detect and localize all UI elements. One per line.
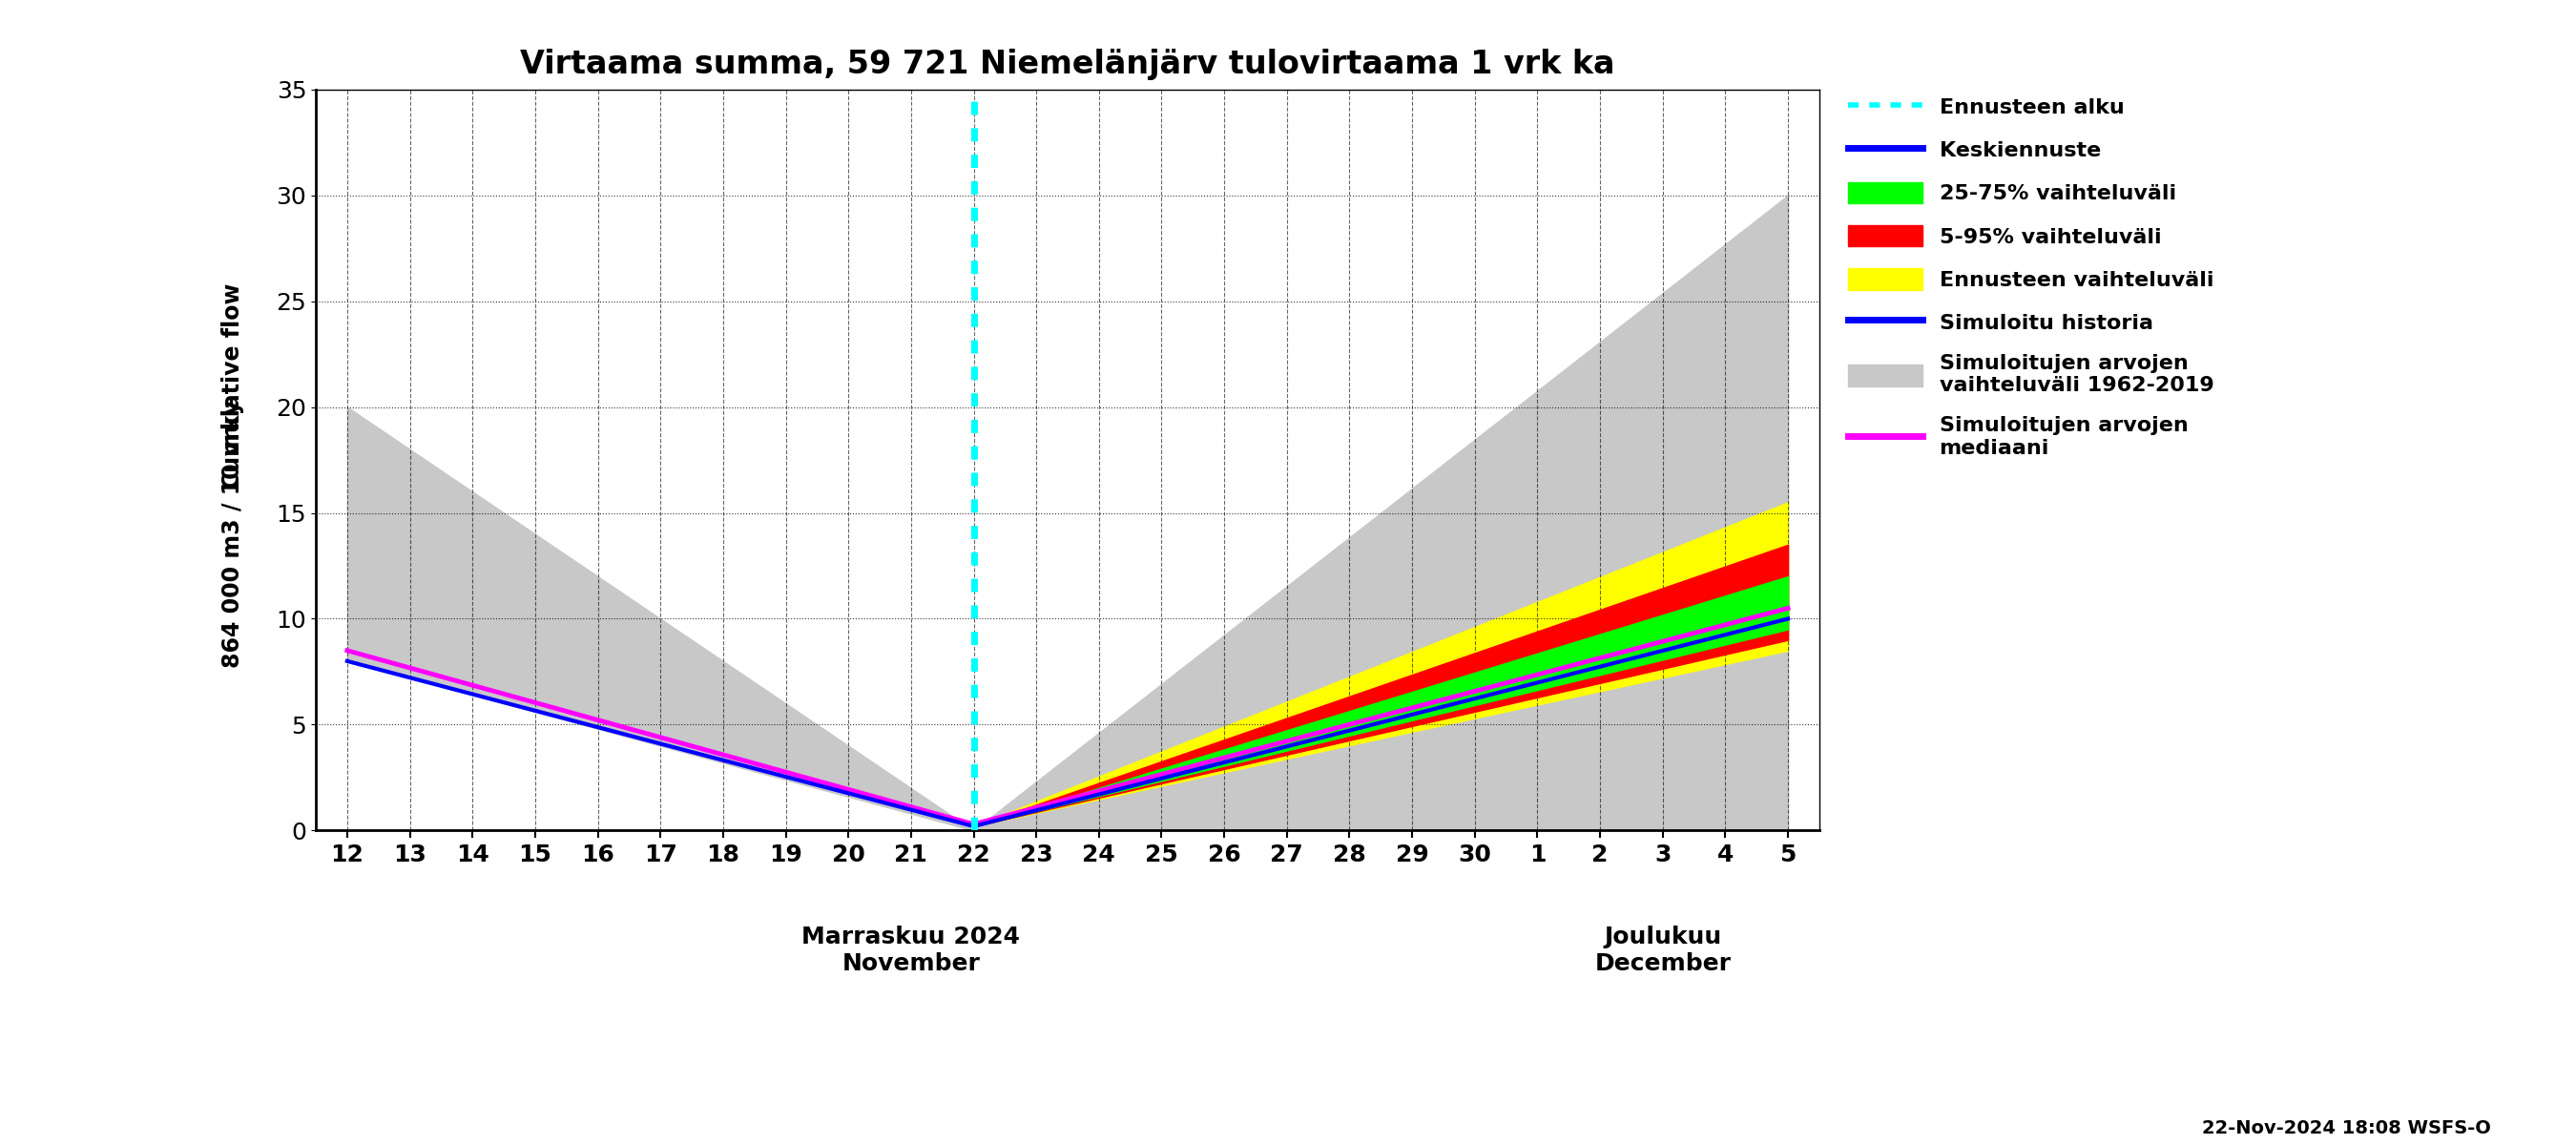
Legend: Ennusteen alku, Keskiennuste, 25-75% vaihteluväli, 5-95% vaihteluväli, Ennusteen: Ennusteen alku, Keskiennuste, 25-75% vai… [1837, 85, 2223, 468]
Text: 864 000 m3 / 10 vrky: 864 000 m3 / 10 vrky [222, 400, 245, 669]
Text: Cumulative flow: Cumulative flow [222, 283, 245, 489]
Title: Virtaama summa, 59 721 Niemelänjärv tulovirtaama 1 vrk ka: Virtaama summa, 59 721 Niemelänjärv tulo… [520, 48, 1615, 80]
Text: Joulukuu
December: Joulukuu December [1595, 926, 1731, 976]
Text: 22-Nov-2024 18:08 WSFS-O: 22-Nov-2024 18:08 WSFS-O [2202, 1120, 2491, 1137]
Text: Marraskuu 2024
November: Marraskuu 2024 November [801, 926, 1020, 976]
